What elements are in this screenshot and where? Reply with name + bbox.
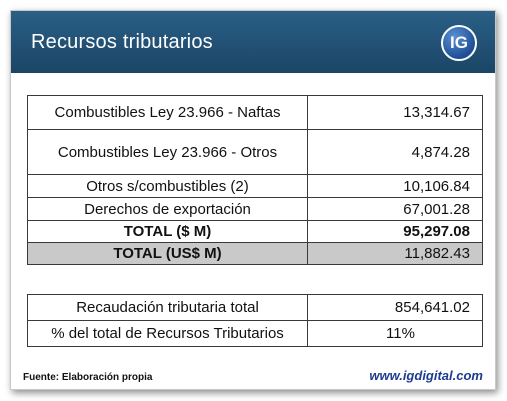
- row-label: Recaudación tributaria total: [27, 294, 308, 321]
- website-link[interactable]: www.igdigital.com: [369, 368, 483, 383]
- table-row: Combustibles Ley 23.966 - Naftas 13,314.…: [27, 95, 483, 130]
- total-usd-row: TOTAL (US$ M) 11,882.43: [27, 242, 483, 265]
- table-row: Recaudación tributaria total 854,641.02: [27, 294, 483, 321]
- tax-resources-table: Combustibles Ley 23.966 - Naftas 13,314.…: [27, 95, 483, 265]
- row-value: 95,297.08: [307, 220, 483, 243]
- row-label: TOTAL (US$ M): [27, 242, 308, 265]
- report-card: Recursos tributarios IG Combustibles Ley…: [10, 10, 496, 390]
- table-row: Derechos de exportación 67,001.28: [27, 197, 483, 221]
- row-value: 13,314.67: [307, 95, 483, 130]
- row-label: Otros s/combustibles (2): [27, 174, 308, 198]
- header-bar: Recursos tributarios IG: [11, 11, 495, 73]
- row-label: TOTAL ($ M): [27, 220, 308, 243]
- source-note: Fuente: Elaboración propia: [23, 372, 153, 383]
- row-value: 4,874.28: [307, 129, 483, 175]
- table-row: Combustibles Ley 23.966 - Otros 4,874.28: [27, 129, 483, 175]
- row-label: % del total de Recursos Tributarios: [27, 320, 308, 347]
- page-title: Recursos tributarios: [31, 31, 213, 53]
- total-ars-row: TOTAL ($ M) 95,297.08: [27, 220, 483, 243]
- row-value: 11,882.43: [307, 242, 483, 265]
- summary-table: Recaudación tributaria total 854,641.02 …: [27, 294, 483, 347]
- row-value: 67,001.28: [307, 197, 483, 221]
- table-row: Otros s/combustibles (2) 10,106.84: [27, 174, 483, 198]
- row-label: Combustibles Ley 23.966 - Naftas: [27, 95, 308, 130]
- row-label: Derechos de exportación: [27, 197, 308, 221]
- ig-logo-icon: IG: [441, 25, 477, 61]
- row-label: Combustibles Ley 23.966 - Otros: [27, 129, 308, 175]
- row-value: 854,641.02: [307, 294, 483, 321]
- row-value: 11%: [307, 320, 483, 347]
- row-value: 10,106.84: [307, 174, 483, 198]
- table-row: % del total de Recursos Tributarios 11%: [27, 320, 483, 347]
